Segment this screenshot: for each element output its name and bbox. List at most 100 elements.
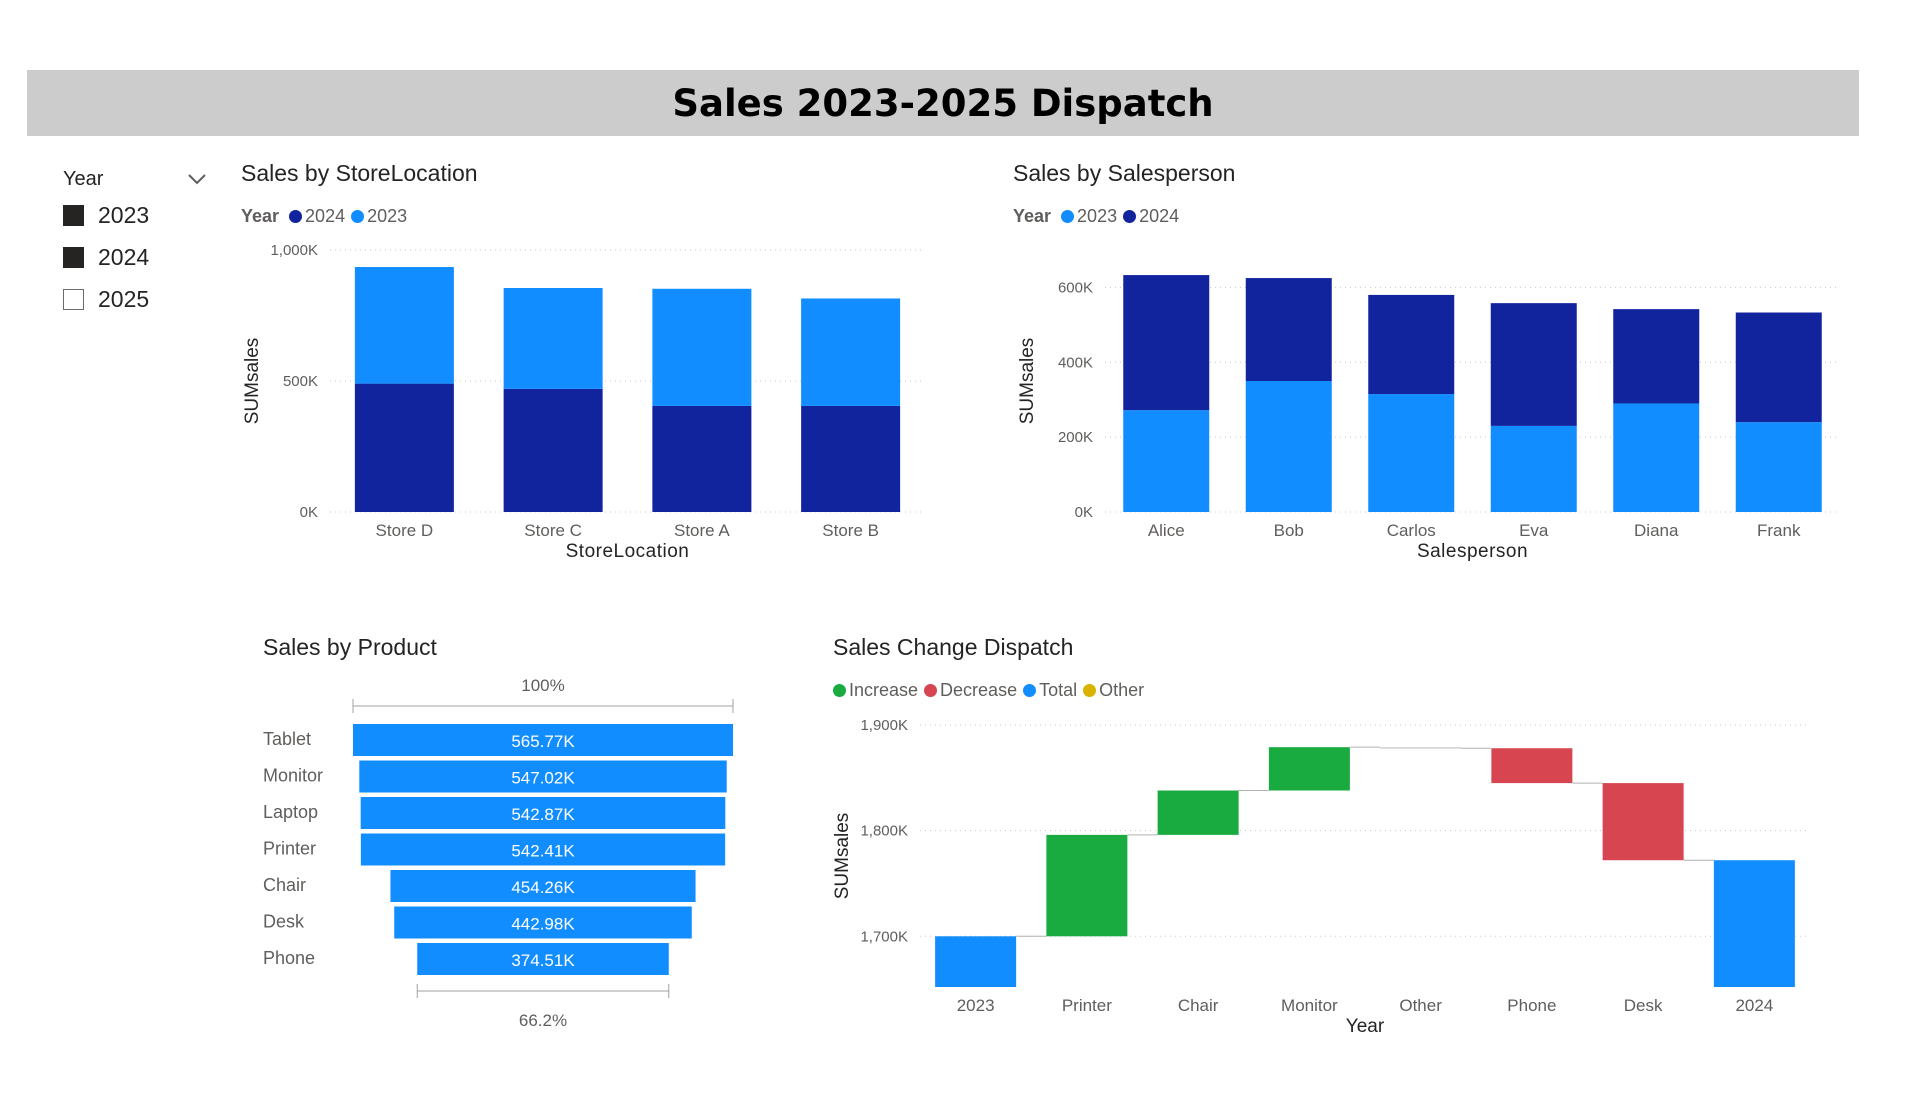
x-axis-title: Salesperson (1417, 541, 1528, 562)
x-tick-label: Carlos (1387, 521, 1436, 540)
x-tick-label: 2023 (957, 996, 995, 1015)
y-tick-label: 1,700K (860, 928, 908, 945)
x-tick-label: Desk (1624, 996, 1663, 1015)
legend-item-2023[interactable]: 2023 (351, 206, 407, 227)
legend-item-2024[interactable]: 2024 (289, 206, 345, 227)
x-tick-label: Phone (1507, 996, 1556, 1015)
legend-label: 2023 (367, 206, 408, 226)
x-axis-title: Year (1346, 1016, 1385, 1037)
x-tick-label: Bob (1274, 521, 1304, 540)
waterfall-bar-chair (1157, 790, 1239, 835)
store-chart-legend: Year 2024 2023 (241, 206, 413, 227)
bar-store-b-2024 (801, 405, 901, 512)
legend-label: Total (1039, 680, 1078, 700)
product-chart-title: Sales by Product (263, 634, 437, 660)
waterfall-bar-2024 (1713, 860, 1795, 987)
x-tick-label: Alice (1148, 521, 1185, 540)
y-tick-label: 0K (300, 504, 318, 521)
x-tick-label: Store C (524, 521, 582, 540)
legend-dot-icon (1023, 684, 1037, 697)
chevron-down-icon[interactable] (186, 172, 208, 186)
report-title: Sales 2023-2025 Dispatch (672, 81, 1214, 125)
store-location-chart: 0K 500K 1,000K Store D Store C Store A Store B… (242, 242, 925, 562)
bar-frank-2023 (1735, 422, 1822, 512)
legend-title: Year (1013, 206, 1052, 226)
x-tick-label: Frank (1757, 521, 1801, 540)
waterfall-bar-desk (1602, 783, 1684, 861)
slicer-header[interactable]: Year (63, 164, 208, 194)
y-tick-label: 200K (1058, 429, 1093, 446)
waterfall-bar-phone (1491, 748, 1573, 784)
funnel-category-label: Printer (263, 839, 316, 859)
legend-dot-icon (1083, 684, 1097, 697)
bar-carlos-2024 (1368, 294, 1455, 395)
checkbox-checked-icon[interactable] (63, 246, 84, 268)
funnel-value-label: 442.98K (511, 915, 575, 934)
report-title-banner: Sales 2023-2025 Dispatch (27, 70, 1859, 136)
bar-carlos-2023 (1368, 394, 1455, 512)
funnel-bar-monitor (359, 760, 727, 793)
slicer-item-2023[interactable]: 2023 (63, 194, 208, 236)
funnel-bar-laptop (360, 797, 726, 829)
bar-store-d-2024 (354, 383, 454, 512)
y-tick-label: 600K (1058, 279, 1093, 296)
y-axis-title: SUMsales (242, 338, 263, 425)
bar-store-c-2023 (503, 287, 603, 389)
funnel-category-label: Monitor (263, 766, 323, 786)
bar-alice-2024 (1123, 275, 1210, 411)
funnel-bar-chair (390, 870, 696, 902)
legend-label: Decrease (940, 680, 1018, 700)
bar-eva-2023 (1490, 425, 1577, 512)
funnel-bar-desk (394, 906, 692, 939)
y-tick-label: 500K (283, 373, 318, 390)
legend-item-increase[interactable]: Increase (833, 680, 918, 701)
waterfall-bar-printer (1046, 834, 1128, 937)
bar-frank-2024 (1735, 312, 1822, 423)
slicer-item-2025[interactable]: 2025 (63, 278, 208, 320)
x-tick-label: 2024 (1735, 996, 1773, 1015)
funnel-top-percent: 100% (521, 676, 564, 695)
legend-item-2024[interactable]: 2024 (1123, 206, 1179, 227)
legend-dot-icon (833, 684, 846, 697)
slicer-item-2024[interactable]: 2024 (63, 236, 208, 278)
funnel-bar-tablet (353, 724, 733, 756)
salesperson-chart-legend: Year 2023 2024 (1013, 206, 1185, 227)
salesperson-chart: 0K 200K 400K 600K Alice Bob Carlos Eva Diana Fran… (1017, 275, 1840, 562)
bar-diana-2023 (1613, 403, 1700, 512)
checkbox-unchecked-icon[interactable] (63, 288, 84, 310)
y-tick-label: 1,900K (860, 717, 908, 734)
x-tick-label: Monitor (1281, 996, 1338, 1015)
legend-item-other[interactable]: Other (1083, 680, 1144, 701)
funnel-value-label: 374.51K (511, 951, 575, 970)
x-tick-label: Printer (1062, 996, 1112, 1015)
slicer-item-label: 2025 (98, 285, 150, 312)
slicer-title: Year (63, 167, 104, 190)
x-tick-label: Store B (822, 521, 879, 540)
year-slicer: Year 2023 2024 2025 (63, 164, 208, 320)
legend-item-2023[interactable]: 2023 (1061, 206, 1117, 227)
funnel-bottom-percent: 66.2% (519, 1011, 567, 1030)
waterfall-chart-title: Sales Change Dispatch (833, 634, 1074, 660)
x-tick-label: Diana (1634, 521, 1679, 540)
slicer-item-label: 2024 (98, 243, 150, 270)
checkbox-checked-icon[interactable] (63, 204, 84, 226)
bar-alice-2023 (1123, 410, 1210, 512)
funnel-value-label: 542.87K (511, 805, 575, 824)
legend-dot-icon (924, 684, 938, 697)
y-axis-title: SUMsales (1017, 338, 1038, 425)
y-tick-label: 1,800K (860, 823, 908, 840)
bar-diana-2024 (1613, 309, 1700, 404)
legend-label: Increase (849, 680, 919, 700)
legend-label: 2023 (1077, 206, 1118, 226)
legend-dot-icon (1061, 210, 1075, 223)
legend-item-total[interactable]: Total (1023, 680, 1077, 701)
legend-label: Other (1099, 680, 1145, 700)
store-chart-title: Sales by StoreLocation (241, 160, 478, 186)
bar-store-b-2023 (801, 298, 901, 406)
funnel-value-label: 454.26K (511, 878, 575, 897)
legend-label: 2024 (305, 206, 346, 226)
legend-item-decrease[interactable]: Decrease (924, 680, 1017, 701)
x-tick-label: Store A (674, 521, 730, 540)
legend-title: Year (241, 206, 280, 226)
funnel-value-label: 547.02K (511, 769, 575, 788)
